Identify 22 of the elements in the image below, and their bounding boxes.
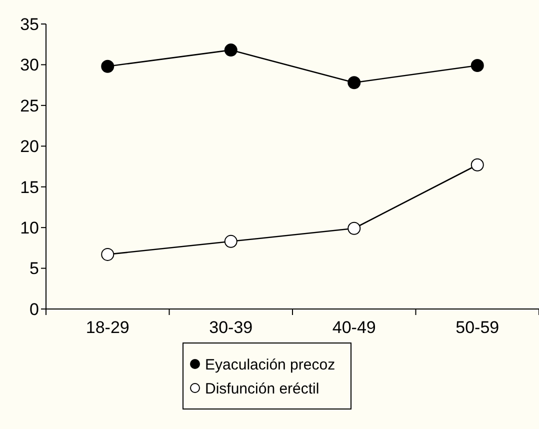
- point: [224, 44, 238, 57]
- x-tick-label: 30-39: [209, 318, 253, 337]
- legend-label: Eyaculación precoz: [205, 356, 336, 374]
- point: [348, 222, 361, 235]
- y-tick-label: 5: [30, 259, 39, 278]
- point: [101, 60, 114, 73]
- y-tick-label: 0: [30, 300, 39, 319]
- x-tick-label: 18-29: [86, 318, 130, 337]
- point: [470, 59, 484, 72]
- x-tick-label: 40-49: [332, 318, 376, 337]
- y-tick-label: 15: [20, 178, 39, 197]
- point: [470, 158, 484, 172]
- legend-label: Disfunción eréctil: [205, 380, 320, 398]
- y-tick-label: 30: [20, 56, 39, 75]
- y-tick-label: 25: [20, 96, 39, 116]
- point: [224, 234, 238, 248]
- x-tick-label: 50-59: [456, 318, 500, 337]
- y-tick-label: 20: [20, 137, 39, 156]
- point: [101, 248, 114, 261]
- y-tick-label: 35: [20, 14, 39, 34]
- y-tick-label: 10: [20, 218, 39, 238]
- point: [348, 76, 361, 90]
